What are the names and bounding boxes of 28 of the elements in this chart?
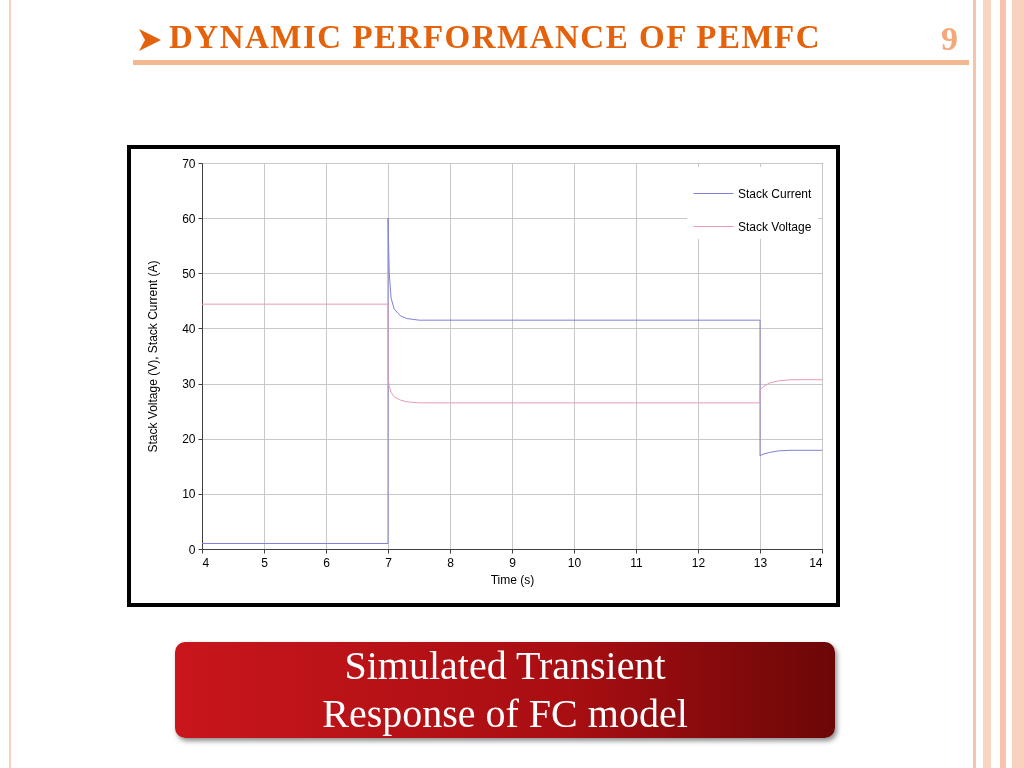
y-tick-label: 60 (182, 211, 196, 226)
text: 9 (941, 20, 958, 58)
legend-label: Stack Voltage (738, 219, 812, 234)
x-tick-label: 7 (385, 555, 393, 570)
legend-label: Stack Current (738, 186, 813, 201)
x-tick-label: 4 (202, 555, 210, 570)
y-tick-label: 10 (182, 487, 196, 502)
x-tick-label: 13 (753, 555, 768, 570)
y-tick-label: 50 (182, 266, 196, 281)
text: Simulated Transient Response of FC model (321, 642, 689, 738)
y-tick-label: 40 (182, 321, 196, 336)
chart-title: DYNAMIC PERFORMANCE OF PEMFC (169, 19, 822, 56)
x-tick-label: 5 (261, 555, 269, 570)
x-tick-label: 12 (691, 555, 706, 570)
x-tick-label: 9 (509, 555, 517, 570)
y-tick-label: 70 (182, 156, 196, 171)
y-tick-label: 0 (188, 542, 196, 557)
y-tick-label: 30 (182, 377, 196, 392)
y-tick-label: 20 (182, 432, 196, 447)
x-tick-label: 11 (630, 555, 644, 570)
x-tick-label: 10 (567, 555, 582, 570)
x-tick-label: 6 (323, 555, 331, 570)
line-series (202, 217, 822, 544)
x-tick-label: 14 (809, 555, 823, 570)
x-axis-title: Time (s) (490, 572, 535, 587)
line-series (202, 303, 822, 404)
x-tick-label: 8 (447, 555, 455, 570)
y-axis-title: Stack Voltage (V), Stack Current (A) (146, 260, 161, 453)
